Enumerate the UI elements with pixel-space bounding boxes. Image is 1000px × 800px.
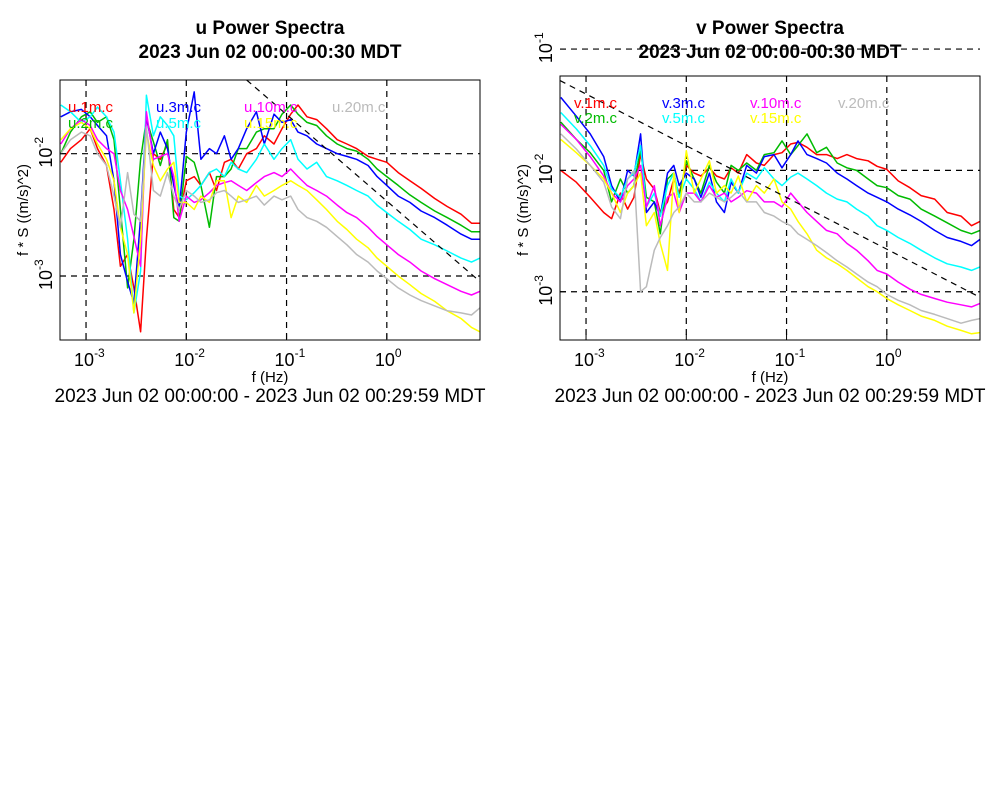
x-axis-label: f (Hz) — [752, 369, 789, 386]
time-range-footer: 2023 Jun 02 00:00:00 - 2023 Jun 02 00:29… — [55, 386, 486, 407]
y-axis-label: f * S ((m/s)^2) — [515, 164, 532, 256]
series-line-v-20m-c — [560, 133, 980, 324]
x-tick-label: 10-3 — [74, 346, 105, 370]
u-power-spectra-chart: u Power Spectra 2023 Jun 02 00:00-00:30 … — [15, 18, 486, 407]
plot-area: v.1m.cv.2m.c v.3m.cv.5m.c v.10m.cv.15m.c v.… — [532, 32, 980, 370]
series-line-v-5m-c — [560, 111, 980, 272]
series-group — [60, 91, 480, 333]
series-line-u-15m-c — [60, 121, 480, 333]
y-tick-label: 10-3 — [532, 275, 556, 306]
series-line-u-3m-c — [60, 91, 480, 304]
legend-label: v.5m.c — [662, 110, 706, 127]
v-power-spectra-chart: v Power Spectra 2023 Jun 02 00:00-00:30 … — [515, 18, 986, 407]
series-line-v-3m-c — [560, 96, 980, 247]
series-line-v-15m-c — [560, 138, 980, 335]
time-range-footer: 2023 Jun 02 00:00:00 - 2023 Jun 02 00:29… — [555, 386, 986, 407]
y-tick-label: 10-1 — [532, 32, 556, 63]
plot-frame — [59, 79, 481, 341]
y-tick-label: 10-2 — [532, 153, 556, 184]
y-axis-label: f * S ((m/s)^2) — [15, 164, 32, 256]
y-tick-label: 10-3 — [32, 259, 56, 290]
legend-label: u.20m.c — [332, 99, 386, 116]
legend-label: v.15m.c — [750, 110, 802, 127]
plot-frame — [559, 75, 981, 341]
legend-label: v.1m.c — [574, 95, 618, 112]
chart-subtitle: 2023 Jun 02 00:00-00:30 MDT — [139, 42, 402, 63]
x-axis-label: f (Hz) — [252, 369, 289, 386]
series-line-u-10m-c — [60, 111, 480, 296]
reference-slope-line — [560, 80, 980, 298]
series-line-u-5m-c — [60, 94, 480, 314]
chart-title: v Power Spectra — [696, 18, 844, 39]
legend-label: v.3m.c — [662, 95, 706, 112]
reference-slope-line — [246, 80, 480, 283]
x-tick-label: 10-2 — [174, 346, 205, 370]
series-line-u-20m-c — [60, 126, 480, 316]
legend-label: u.10m.c — [244, 99, 298, 116]
legend-label: u.2m.c — [68, 115, 114, 132]
x-tick-label: 10-3 — [574, 346, 605, 370]
legend-label: u.15m.c — [244, 115, 298, 132]
legend-label: u.5m.c — [156, 115, 202, 132]
legend-label: v.10m.c — [750, 95, 802, 112]
x-tick-label: 10-1 — [775, 346, 806, 370]
legend-label: v.2m.c — [574, 110, 618, 127]
series-line-v-2m-c — [560, 121, 980, 235]
x-tick-label: 100 — [875, 346, 902, 370]
y-tick-label: 10-2 — [32, 137, 56, 168]
series-line-v-10m-c — [560, 123, 980, 308]
x-tick-label: 10-2 — [674, 346, 705, 370]
x-tick-label: 10-1 — [275, 346, 306, 370]
legend-label: v.20m.c — [838, 95, 890, 112]
legend-label: u.1m.c — [68, 99, 114, 116]
series-group — [560, 96, 980, 335]
legend-label: u.3m.c — [156, 99, 202, 116]
plot-area: u.1m.cu.2m.c u.3m.cu.5m.c u.10m.cu.15m.c u.… — [32, 80, 480, 370]
chart-subtitle: 2023 Jun 02 00:00-00:30 MDT — [639, 42, 902, 63]
x-tick-label: 100 — [375, 346, 402, 370]
chart-title: u Power Spectra — [196, 18, 345, 39]
